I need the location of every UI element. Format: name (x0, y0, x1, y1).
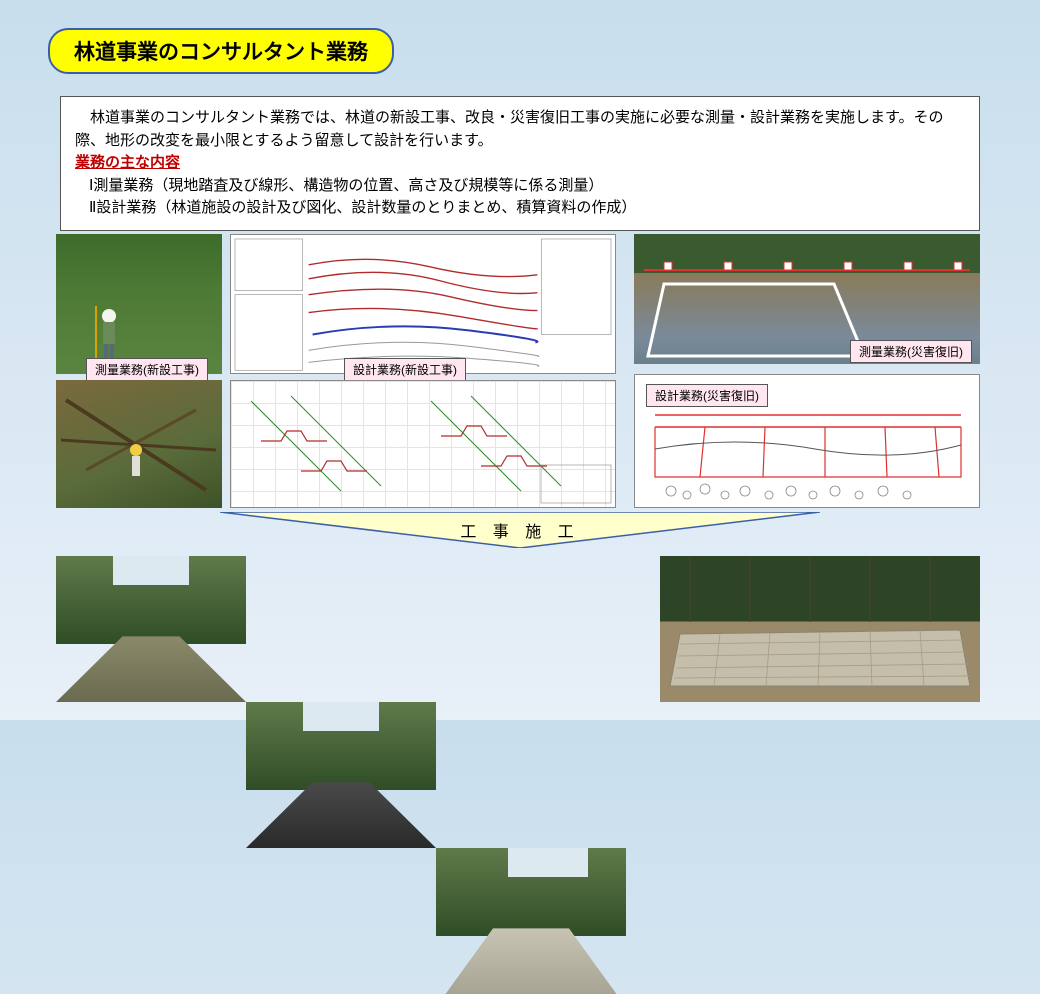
desc-para1: 林道事業のコンサルタント業務では、林道の新設工事、改良・災害復旧工事の実施に必要… (75, 107, 965, 152)
photo-survey-new-2 (56, 380, 222, 508)
label-design-new: 設計業務(新設工事) (344, 358, 466, 381)
photo-result-1 (56, 556, 246, 702)
revetment-photo-icon (660, 556, 980, 702)
label-survey-disaster: 測量業務(災害復旧) (850, 340, 972, 363)
photo-result-4 (660, 556, 980, 702)
desc-subhead: 業務の主な内容 (75, 152, 965, 175)
photo-result-3 (436, 848, 626, 994)
contour-drawing-icon (231, 235, 615, 374)
description-box: 林道事業のコンサルタント業務では、林道の新設工事、改良・災害復旧工事の実施に必要… (60, 96, 980, 231)
surveyor-icon (94, 306, 124, 366)
title-text: 林道事業のコンサルタント業務 (74, 41, 368, 64)
label-survey-new: 測量業務(新設工事) (86, 358, 208, 381)
photo-survey-new-1 (56, 234, 222, 374)
label-design-disaster: 設計業務(災害復旧) (646, 384, 768, 407)
desc-item1: Ⅰ測量業務（現地踏査及び線形、構造物の位置、高さ及び規模等に係る測量） (75, 175, 965, 198)
title-banner: 林道事業のコンサルタント業務 (48, 28, 394, 74)
arrow-label: 工 事 施 工 (220, 518, 820, 542)
panel-design-new-sections (230, 380, 616, 508)
desc-item2: Ⅱ設計業務（林道施設の設計及び図化、設計数量のとりまとめ、積算資料の作成） (75, 197, 965, 220)
cross-section-icon (231, 381, 616, 508)
photo-result-2 (246, 702, 436, 848)
panel-design-new-plan (230, 234, 616, 374)
construction-arrow: 工 事 施 工 (220, 512, 820, 548)
fallen-trees-icon (56, 380, 222, 508)
